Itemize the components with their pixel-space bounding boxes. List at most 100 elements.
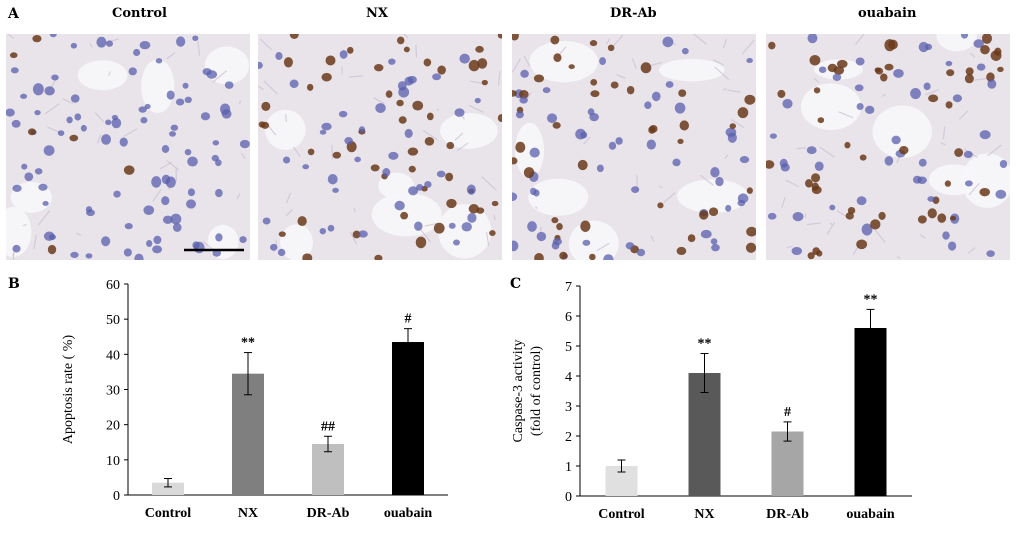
brown-nucleus bbox=[678, 89, 686, 97]
brown-nucleus bbox=[69, 135, 78, 142]
brown-nucleus bbox=[371, 164, 380, 171]
brown-nucleus bbox=[828, 64, 838, 72]
y-tick-label: 40 bbox=[106, 348, 120, 363]
brown-nucleus bbox=[657, 202, 663, 208]
brown-nucleus bbox=[811, 173, 820, 182]
blue-nucleus bbox=[599, 57, 606, 65]
blue-nucleus bbox=[424, 181, 431, 188]
blue-nucleus bbox=[405, 129, 413, 138]
blue-nucleus bbox=[44, 232, 55, 241]
blue-nucleus bbox=[815, 162, 824, 171]
y-tick-label: 20 bbox=[106, 419, 120, 434]
brown-nucleus bbox=[814, 87, 820, 93]
blue-nucleus bbox=[892, 136, 901, 145]
blue-nucleus bbox=[375, 103, 386, 113]
blue-nucleus bbox=[857, 196, 867, 205]
blue-nucleus bbox=[527, 221, 537, 232]
brown-nucleus bbox=[297, 216, 306, 226]
blue-nucleus bbox=[24, 172, 33, 181]
brown-nucleus bbox=[437, 66, 446, 75]
blue-nucleus bbox=[239, 236, 246, 243]
brown-nucleus bbox=[446, 199, 456, 208]
brown-nucleus bbox=[946, 69, 954, 76]
blue-nucleus bbox=[192, 35, 198, 41]
blue-nucleus bbox=[44, 86, 54, 95]
brown-nucleus bbox=[489, 230, 496, 236]
significance-marker: # bbox=[784, 405, 791, 420]
blue-nucleus bbox=[34, 110, 40, 115]
y-axis-label: Caspase-3 activity bbox=[511, 339, 526, 442]
brown-nucleus bbox=[768, 42, 775, 50]
blue-nucleus bbox=[146, 240, 152, 247]
blue-nucleus bbox=[583, 240, 591, 246]
blue-nucleus bbox=[516, 111, 524, 118]
y-tick-label: 50 bbox=[106, 313, 120, 328]
brown-nucleus bbox=[608, 45, 615, 51]
blue-nucleus bbox=[186, 199, 196, 208]
brown-nucleus bbox=[860, 155, 867, 161]
blue-nucleus bbox=[682, 48, 689, 54]
blue-nucleus bbox=[320, 130, 327, 135]
brown-nucleus bbox=[950, 216, 956, 221]
brown-nucleus bbox=[918, 215, 927, 223]
blue-nucleus bbox=[185, 149, 192, 155]
brown-nucleus bbox=[326, 55, 336, 65]
brown-nucleus bbox=[515, 142, 525, 153]
blue-nucleus bbox=[222, 109, 232, 118]
blue-nucleus bbox=[140, 41, 151, 49]
lumen bbox=[207, 225, 238, 259]
blue-nucleus bbox=[467, 213, 476, 223]
blue-nucleus bbox=[520, 70, 529, 78]
brown-nucleus bbox=[321, 73, 331, 82]
blue-nucleus bbox=[188, 188, 195, 196]
y-tick-label: 0 bbox=[113, 489, 120, 504]
blue-nucleus bbox=[711, 238, 718, 244]
lumen bbox=[659, 59, 725, 81]
brown-nucleus bbox=[816, 250, 822, 256]
brown-nucleus bbox=[553, 53, 561, 62]
significance-marker: ** bbox=[698, 337, 712, 352]
fiber bbox=[416, 45, 417, 58]
blue-nucleus bbox=[543, 87, 551, 93]
blue-nucleus bbox=[12, 245, 20, 253]
brown-nucleus bbox=[812, 183, 819, 191]
blue-nucleus bbox=[919, 159, 927, 167]
lumen bbox=[528, 179, 588, 216]
brown-nucleus bbox=[649, 125, 657, 133]
blue-nucleus bbox=[167, 90, 175, 99]
brown-nucleus bbox=[844, 142, 850, 148]
brown-nucleus bbox=[400, 212, 408, 220]
blue-nucleus bbox=[359, 126, 365, 133]
brown-nucleus bbox=[870, 219, 880, 229]
blue-nucleus bbox=[74, 113, 81, 120]
y-tick-label: 60 bbox=[106, 278, 120, 293]
blue-nucleus bbox=[768, 213, 777, 220]
blue-nucleus bbox=[152, 245, 162, 253]
blue-nucleus bbox=[924, 83, 931, 91]
blue-nucleus bbox=[354, 157, 361, 163]
blue-nucleus bbox=[547, 113, 557, 123]
brown-nucleus bbox=[680, 120, 689, 130]
brown-nucleus bbox=[738, 107, 749, 118]
blue-nucleus bbox=[215, 189, 223, 197]
brown-nucleus bbox=[937, 213, 946, 223]
lumen bbox=[78, 60, 128, 90]
brown-nucleus bbox=[446, 142, 454, 149]
blue-nucleus bbox=[11, 67, 19, 73]
brown-nucleus bbox=[416, 237, 426, 249]
brown-nucleus bbox=[307, 84, 313, 91]
blue-nucleus bbox=[86, 209, 95, 216]
category-label: ouabain bbox=[384, 506, 432, 521]
blue-nucleus bbox=[44, 145, 55, 156]
brown-nucleus bbox=[945, 180, 951, 186]
brown-nucleus bbox=[424, 58, 432, 66]
brown-nucleus bbox=[347, 47, 354, 54]
blue-nucleus bbox=[270, 244, 277, 251]
blue-nucleus bbox=[185, 97, 192, 103]
brown-nucleus bbox=[699, 210, 708, 219]
significance-marker: ## bbox=[321, 419, 335, 434]
blue-nucleus bbox=[408, 76, 417, 84]
blue-nucleus bbox=[124, 248, 132, 256]
blue-nucleus bbox=[672, 159, 680, 167]
blue-nucleus bbox=[987, 79, 996, 89]
